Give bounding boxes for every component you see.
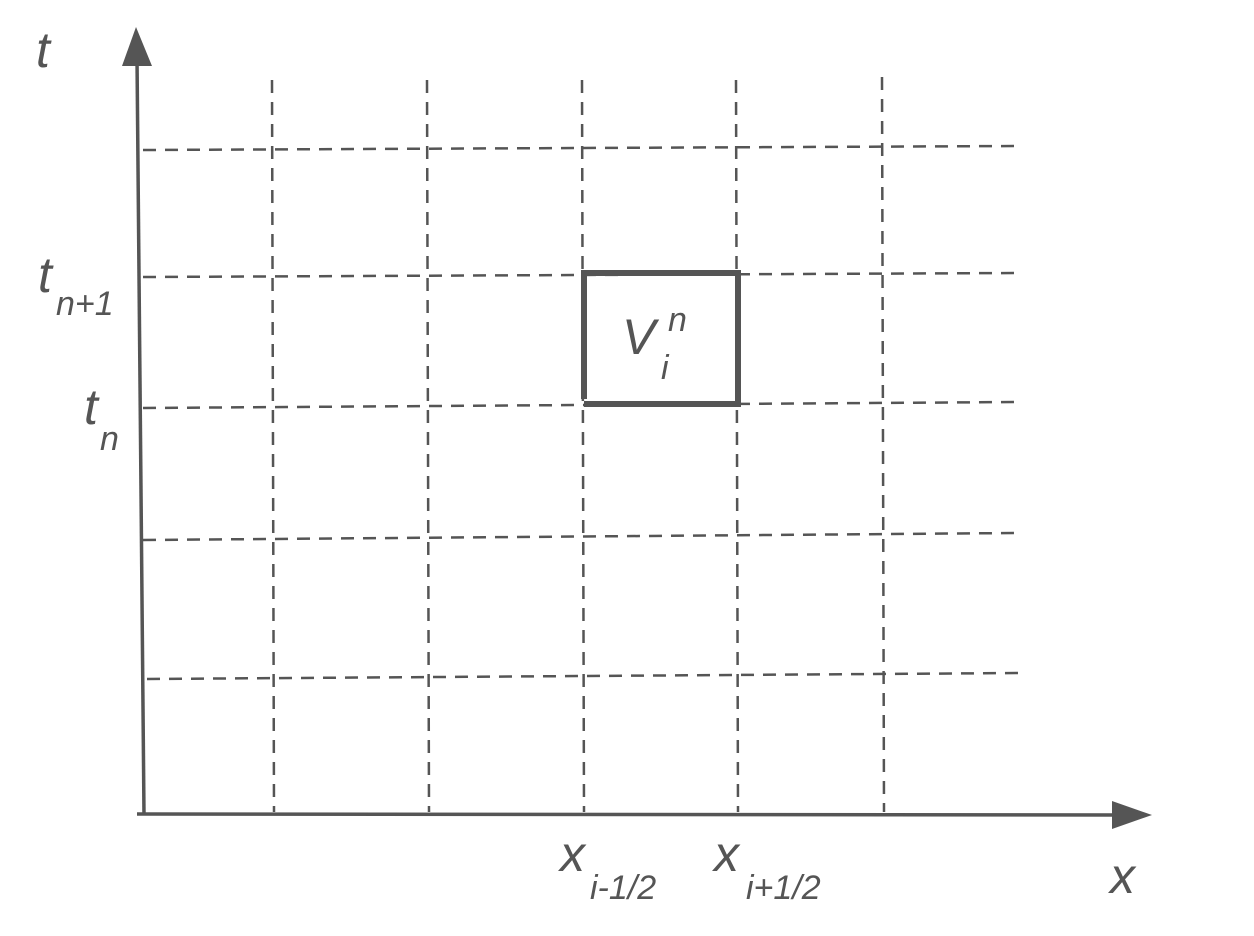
- grid-v-5: [882, 77, 884, 812]
- vertical-grid: [272, 77, 884, 812]
- t-tick-sub: n: [100, 420, 119, 458]
- t-axis-label: t: [36, 22, 52, 78]
- grid-v-3: [582, 80, 584, 812]
- x-axis-label: x: [1108, 848, 1137, 904]
- cell-main: V: [622, 309, 660, 365]
- x-tick-i-minus-half: x i-1/2: [558, 826, 656, 907]
- t-tick-sub: n+1: [56, 285, 114, 323]
- grid-h-3: [143, 402, 1018, 408]
- t-tick-main: t: [38, 247, 54, 303]
- t-axis-arrowhead: [122, 27, 152, 66]
- x-tick-sub: i+1/2: [746, 869, 821, 907]
- cell-sub: i: [661, 349, 670, 387]
- x-tick-sub: i-1/2: [590, 869, 656, 907]
- x-tick-main: x: [712, 826, 741, 882]
- x-axis-arrowhead: [1112, 801, 1152, 829]
- x-tick-main: x: [558, 826, 587, 882]
- t-tick-main: t: [84, 379, 100, 435]
- control-volume-label: V n i: [622, 301, 687, 387]
- grid-v-4: [736, 80, 738, 812]
- grid-v-2: [427, 80, 429, 812]
- x-axis-line: [137, 814, 1122, 815]
- cell-sup: n: [668, 301, 687, 339]
- t-tick-n: t n: [84, 379, 119, 458]
- t-tick-n-plus-1: t n+1: [38, 247, 114, 323]
- t-axis-line: [137, 58, 144, 815]
- x-tick-i-plus-half: x i+1/2: [712, 826, 821, 907]
- grid-h-4: [143, 533, 1018, 540]
- grid-v-1: [272, 80, 274, 812]
- grid-h-2: [143, 273, 1018, 277]
